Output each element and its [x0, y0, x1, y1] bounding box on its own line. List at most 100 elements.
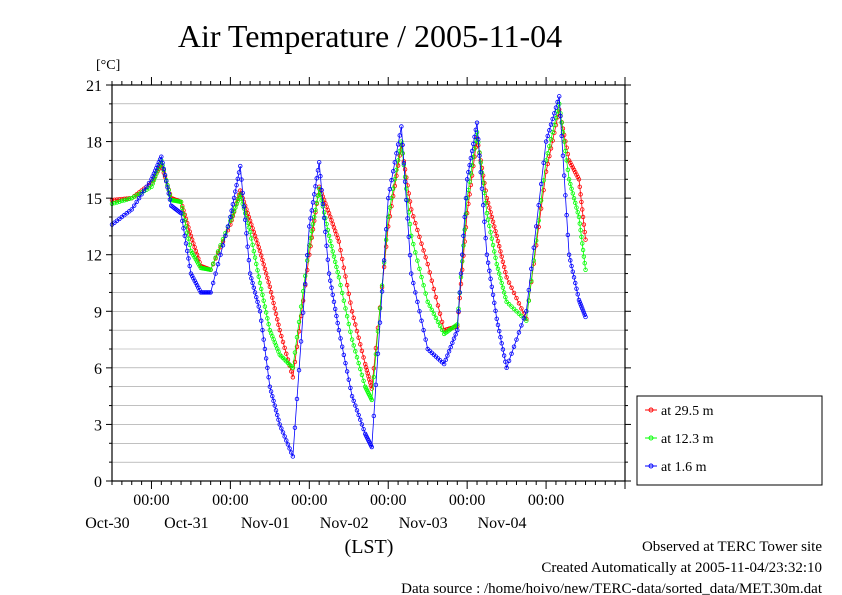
data-point — [359, 372, 365, 378]
data-point — [353, 349, 358, 354]
data-point — [386, 214, 391, 220]
data-point — [500, 347, 506, 352]
data-point — [320, 201, 326, 207]
data-point — [577, 221, 582, 226]
data-point — [501, 353, 507, 358]
x-tick-time: 00:00 — [291, 492, 327, 509]
data-point — [509, 304, 514, 309]
data-point — [448, 344, 453, 350]
data-point — [509, 351, 514, 356]
data-point — [252, 255, 258, 260]
data-point — [114, 200, 120, 205]
data-point — [146, 180, 152, 186]
data-point — [257, 309, 263, 314]
data-point — [124, 197, 129, 202]
data-point — [580, 306, 585, 311]
data-point — [582, 261, 587, 266]
data-point — [529, 278, 534, 283]
data-point — [192, 278, 197, 283]
data-point — [571, 275, 577, 280]
data-point — [186, 225, 191, 230]
data-point — [550, 129, 555, 135]
data-point — [241, 204, 247, 209]
data-point — [511, 344, 517, 349]
data-point — [310, 200, 316, 205]
data-point — [279, 333, 284, 339]
data-point — [417, 309, 422, 314]
data-point — [134, 199, 139, 205]
data-point — [423, 291, 428, 296]
data-point — [251, 248, 257, 254]
data-point — [213, 271, 218, 276]
data-point — [247, 271, 253, 276]
data-point — [343, 274, 348, 279]
data-point — [493, 255, 498, 260]
data-point — [577, 184, 582, 190]
data-point — [558, 113, 563, 119]
data-point — [348, 385, 353, 391]
x-axis: 00:00Oct-3000:00Oct-3100:00Nov-0100:00No… — [85, 77, 626, 532]
data-point — [390, 169, 396, 174]
data-point — [262, 266, 268, 272]
data-point — [240, 190, 245, 196]
data-point — [474, 120, 480, 125]
data-point — [565, 232, 571, 238]
data-point — [289, 450, 294, 455]
data-point — [252, 290, 258, 295]
data-point — [343, 360, 348, 366]
data-point — [574, 205, 579, 210]
data-point — [180, 218, 185, 223]
data-point — [197, 287, 202, 293]
data-point — [519, 313, 524, 319]
data-point — [249, 222, 254, 227]
data-point — [560, 153, 566, 158]
data-point — [411, 214, 416, 219]
data-point — [187, 263, 192, 269]
data-point — [519, 306, 524, 311]
data-point — [245, 211, 250, 216]
data-point — [266, 322, 271, 327]
data-point — [415, 299, 420, 305]
data-point — [181, 226, 186, 231]
data-point — [489, 236, 495, 241]
data-point — [239, 177, 244, 182]
data-point — [529, 266, 534, 272]
data-point — [290, 365, 296, 371]
data-point — [339, 290, 345, 296]
data-point — [354, 355, 360, 360]
data-point — [334, 313, 339, 319]
data-point — [563, 148, 568, 154]
data-point — [377, 306, 383, 311]
data-point — [463, 195, 469, 201]
data-point — [443, 357, 448, 363]
data-point — [573, 200, 578, 206]
data-point — [450, 340, 455, 346]
data-point — [397, 148, 402, 154]
data-point — [271, 300, 276, 306]
data-point — [573, 170, 578, 175]
data-point — [259, 286, 264, 292]
data-point — [351, 343, 356, 348]
data-point — [570, 165, 575, 170]
data-point — [238, 163, 243, 169]
data-point — [419, 241, 424, 246]
data-point — [302, 281, 308, 287]
data-point — [494, 261, 499, 267]
data-point — [273, 408, 279, 413]
y-tick-label: 9 — [94, 304, 102, 321]
data-point — [272, 403, 277, 408]
data-point — [183, 241, 189, 246]
data-point — [375, 351, 381, 356]
data-point — [284, 438, 289, 443]
data-point — [559, 120, 564, 125]
data-point — [488, 230, 493, 235]
data-point — [349, 393, 355, 399]
data-point — [387, 205, 393, 210]
data-point — [353, 403, 358, 408]
data-point — [427, 270, 432, 275]
data-point — [294, 344, 300, 349]
data-point — [266, 375, 271, 380]
data-point — [460, 267, 465, 272]
data-point — [501, 264, 507, 270]
data-point — [579, 304, 584, 309]
